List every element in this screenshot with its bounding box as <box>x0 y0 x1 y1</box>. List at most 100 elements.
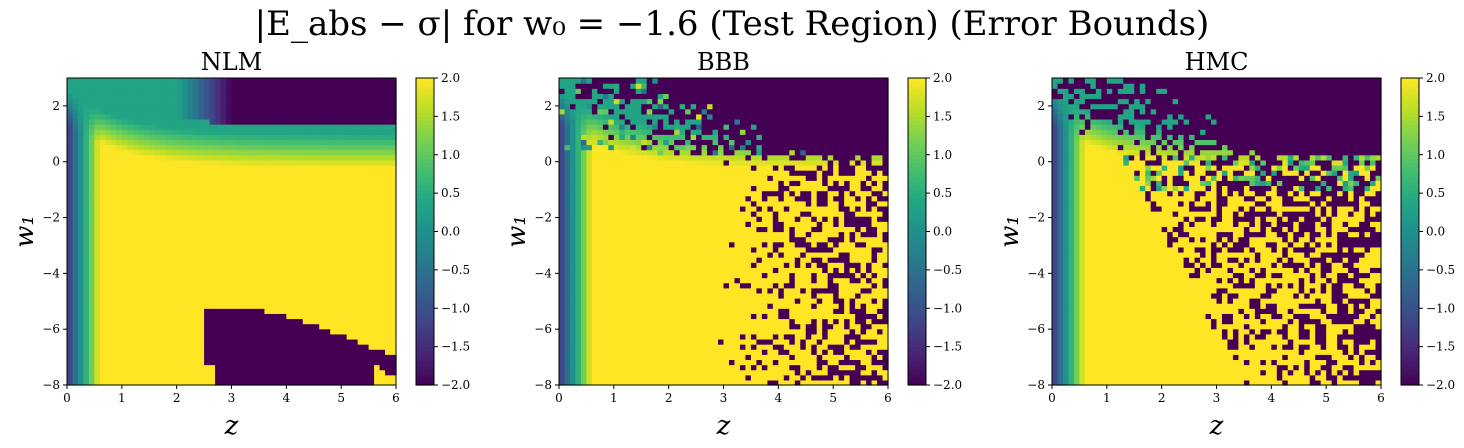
heatmap-cell <box>341 139 348 146</box>
heatmap-cell <box>608 103 615 110</box>
heatmap-cell <box>602 175 609 181</box>
heatmap-cell <box>215 287 222 294</box>
heatmap-cell <box>231 78 238 84</box>
heatmap-cell <box>602 292 609 299</box>
heatmap-cell <box>341 251 348 258</box>
heatmap-cell <box>198 185 205 192</box>
heatmap-cell <box>291 180 298 187</box>
heatmap-cell <box>77 292 85 299</box>
heatmap-cell <box>641 241 648 248</box>
heatmap-cell <box>204 318 211 325</box>
heatmap-cell <box>602 170 609 176</box>
heatmap-cell <box>204 103 211 110</box>
heatmap-cell <box>374 354 381 361</box>
heatmap-cell <box>580 359 588 366</box>
heatmap-cell <box>209 83 216 89</box>
heatmap-cell <box>182 113 189 120</box>
heatmap-cell <box>121 354 128 361</box>
heatmap-cell <box>630 139 637 146</box>
heatmap-cell <box>215 267 222 274</box>
heatmap-cell <box>319 139 326 146</box>
heatmap-cell <box>657 149 664 156</box>
heatmap-cell <box>597 144 604 151</box>
heatmap-cell <box>94 303 101 309</box>
heatmap-cell <box>624 318 631 325</box>
heatmap-cell <box>608 338 615 345</box>
heatmap-cell <box>368 262 375 268</box>
heatmap-cell <box>646 292 653 299</box>
heatmap-cell <box>297 282 304 289</box>
colorbar-segment <box>416 124 434 129</box>
heatmap-cell <box>242 303 249 309</box>
heatmap-cell <box>280 124 287 130</box>
heatmap-cell <box>368 149 375 156</box>
heatmap-cell <box>564 231 571 238</box>
heatmap-cell <box>335 149 342 156</box>
heatmap-cell <box>253 272 260 279</box>
heatmap-cell <box>564 93 571 100</box>
heatmap-cell <box>324 277 331 284</box>
heatmap-cell <box>67 118 74 125</box>
heatmap-cell <box>116 292 123 299</box>
heatmap-cell <box>663 318 670 325</box>
heatmap-cell <box>220 185 227 192</box>
heatmap-cell <box>597 226 604 233</box>
heatmap-cell <box>608 118 615 125</box>
heatmap-cell <box>236 98 244 105</box>
heatmap-cell <box>247 185 255 192</box>
heatmap-cell <box>116 170 123 176</box>
heatmap-cell <box>132 246 139 253</box>
heatmap-cell <box>77 88 85 94</box>
heatmap-cell <box>663 359 670 366</box>
heatmap-cell <box>379 180 386 187</box>
heatmap-cell <box>160 164 167 171</box>
heatmap-cell <box>187 190 194 197</box>
heatmap-cell <box>297 88 304 94</box>
heatmap-cell <box>105 124 112 130</box>
heatmap-cell <box>160 374 167 381</box>
heatmap-cell <box>269 129 276 135</box>
heatmap-cell <box>608 267 615 274</box>
heatmap-cell <box>319 344 326 350</box>
heatmap-cell <box>160 277 167 284</box>
heatmap-cell <box>209 149 216 156</box>
heatmap-cell <box>564 379 571 386</box>
heatmap-cell <box>630 364 637 371</box>
heatmap-cell <box>193 175 200 181</box>
heatmap-cell <box>641 338 648 345</box>
heatmap-cell <box>286 108 293 115</box>
heatmap-cell <box>613 364 620 371</box>
heatmap-cell <box>253 118 260 125</box>
heatmap-cell <box>619 236 626 243</box>
heatmap-cell <box>286 195 293 202</box>
heatmap-cell <box>302 195 309 202</box>
heatmap-cell <box>319 236 326 243</box>
heatmap-cell <box>143 379 150 386</box>
heatmap-cell <box>635 251 642 258</box>
heatmap-cell <box>613 349 620 355</box>
heatmap-cell <box>138 267 145 274</box>
heatmap-cell <box>165 139 172 146</box>
heatmap-cell <box>264 139 271 146</box>
heatmap-cell <box>591 313 598 320</box>
heatmap-cell <box>564 344 571 350</box>
heatmap-cell <box>619 164 626 171</box>
heatmap-cell <box>247 211 255 217</box>
heatmap-cell <box>591 308 598 314</box>
heatmap-cell <box>182 364 189 371</box>
heatmap-cell <box>127 180 134 187</box>
heatmap-cell <box>385 267 392 274</box>
heatmap-cell <box>374 211 381 217</box>
heatmap-cell <box>390 190 397 197</box>
heatmap-cell <box>165 333 172 340</box>
heatmap-cell <box>143 349 150 355</box>
heatmap-cell <box>149 287 156 294</box>
heatmap-cell <box>313 129 320 135</box>
heatmap-cell <box>319 246 326 253</box>
heatmap-cell <box>363 78 370 84</box>
heatmap-cell <box>297 379 304 386</box>
heatmap-cell <box>591 118 598 125</box>
heatmap-cell <box>187 267 194 274</box>
